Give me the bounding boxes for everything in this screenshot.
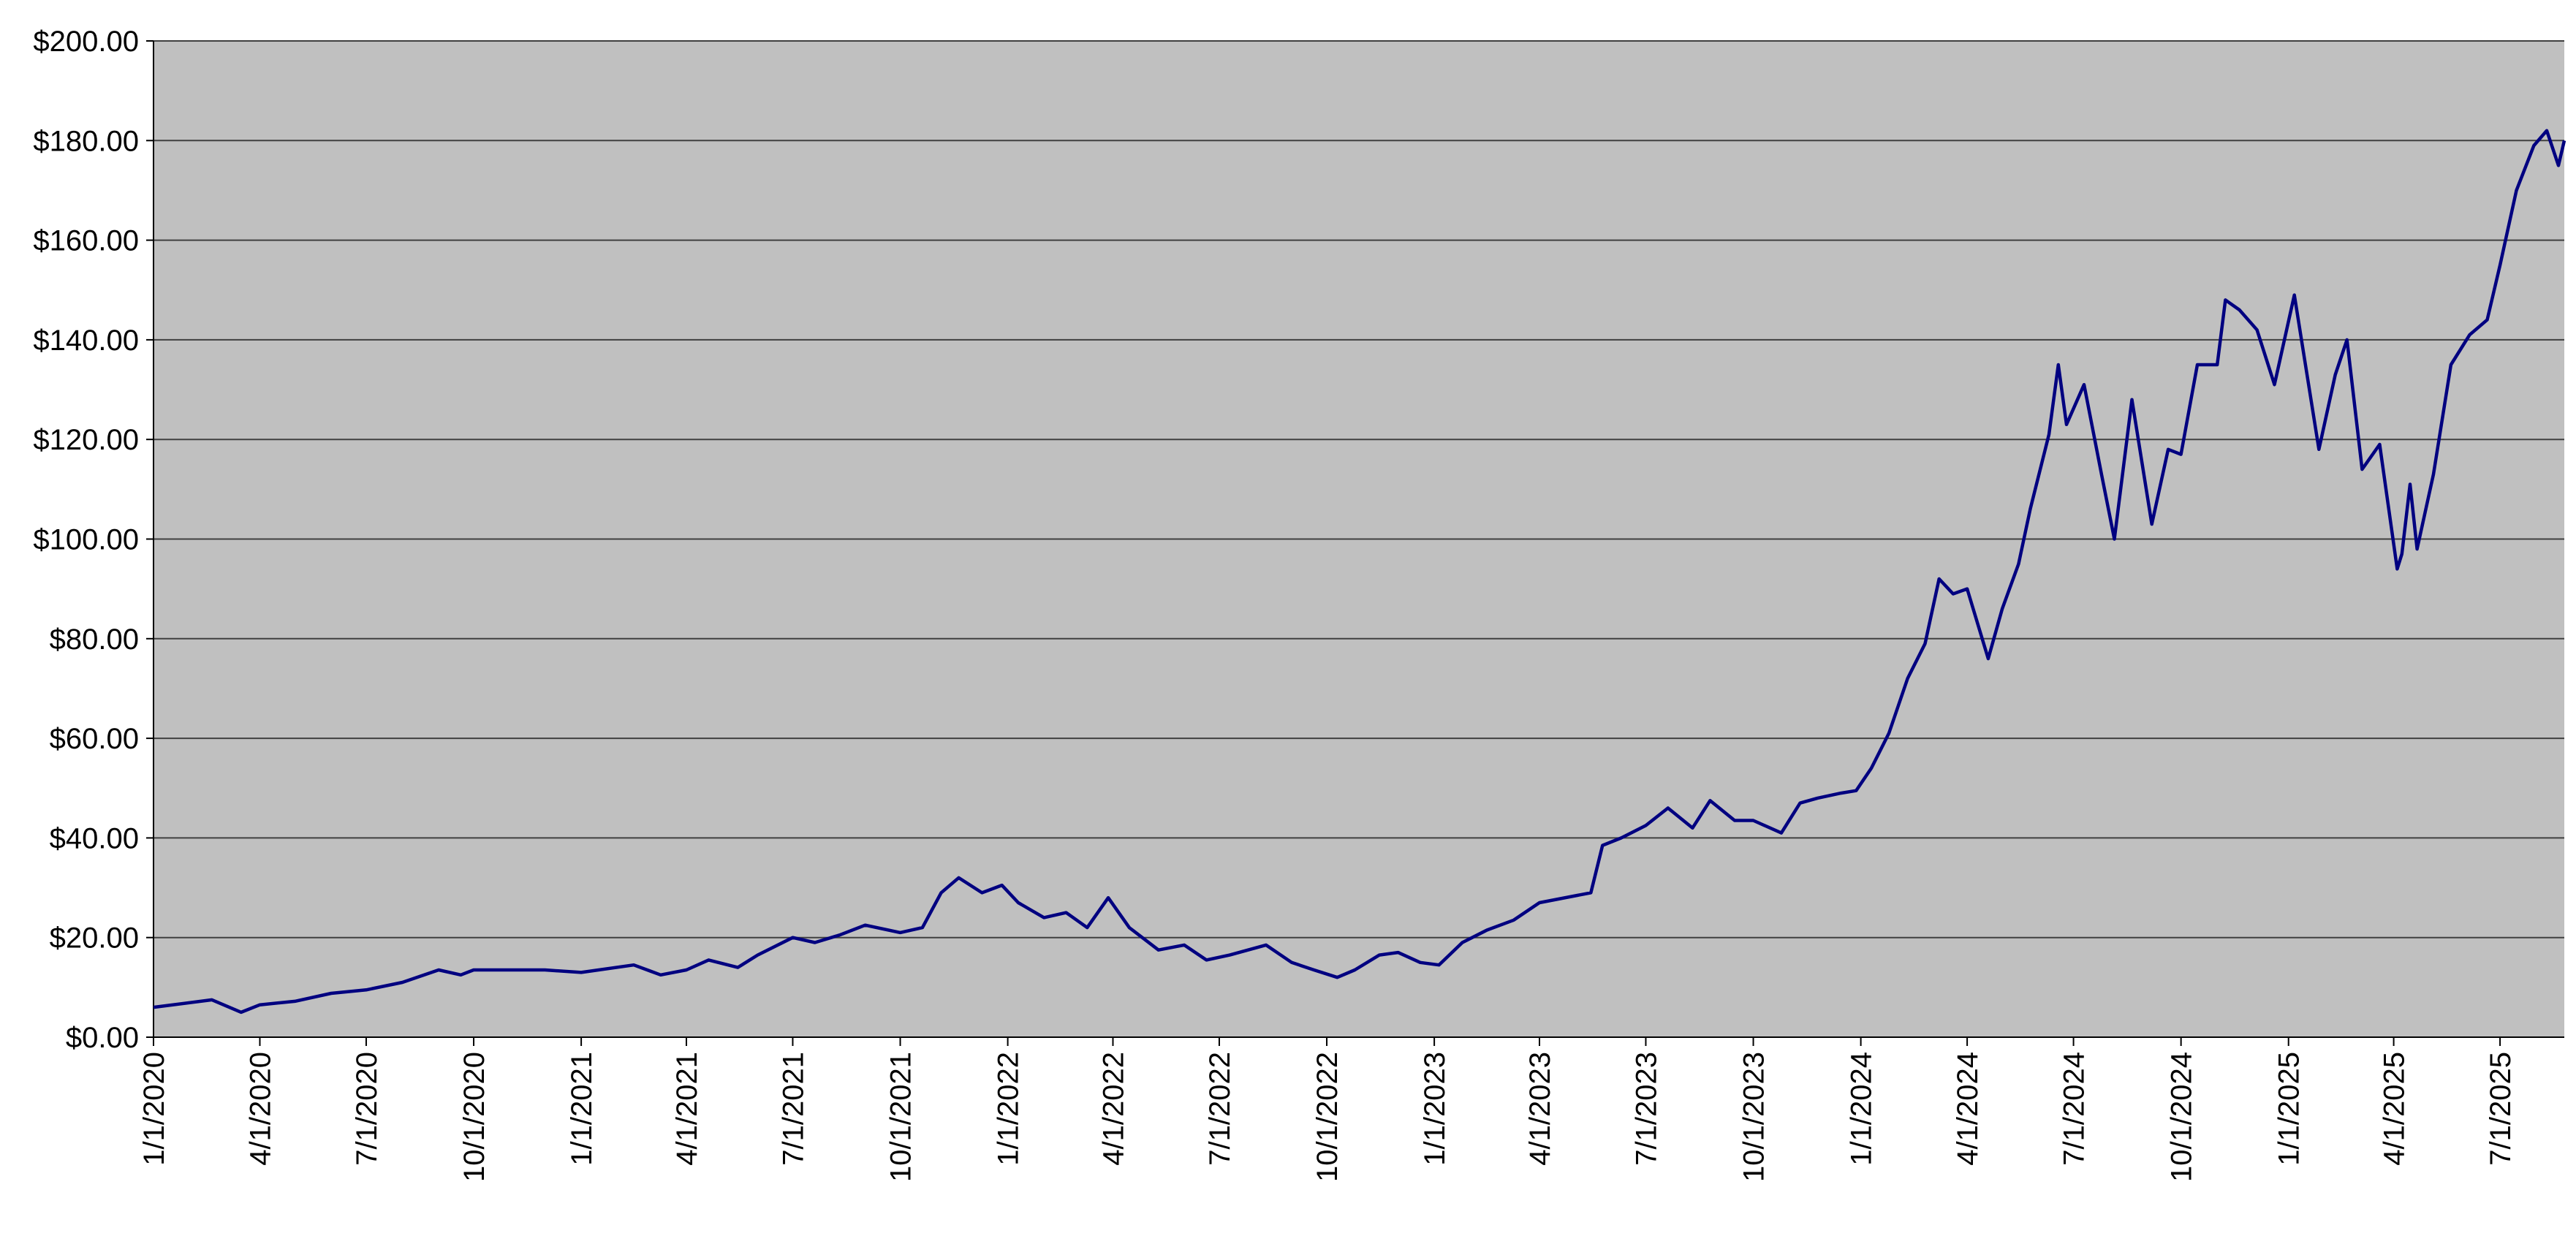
x-tick-label: 4/1/2024 <box>1952 1052 1984 1166</box>
x-tick-label: 1/1/2025 <box>2273 1052 2306 1166</box>
x-tick-label: 4/1/2025 <box>2379 1052 2411 1166</box>
x-tick-label: 4/1/2023 <box>1524 1052 1556 1166</box>
price-line <box>153 129 2566 1015</box>
x-tick-label: 7/1/2021 <box>777 1052 809 1166</box>
x-tick-label: 1/1/2020 <box>138 1052 170 1166</box>
x-tick-label: 1/1/2021 <box>566 1052 598 1166</box>
y-tick-label: $160.00 <box>33 225 139 257</box>
y-tick-label: $100.00 <box>33 524 139 556</box>
x-tick-label: 10/1/2024 <box>2166 1052 2198 1182</box>
x-tick-label: 7/1/2024 <box>2058 1052 2091 1166</box>
y-tick-label: $200.00 <box>33 26 139 58</box>
x-tick-label: 7/1/2025 <box>2485 1052 2517 1166</box>
y-tick-label: $140.00 <box>33 325 139 357</box>
y-tick-label: $40.00 <box>50 822 139 854</box>
x-tick-label: 1/1/2022 <box>993 1052 1025 1166</box>
x-tick-label: 1/1/2024 <box>1846 1052 1878 1166</box>
x-tick-label: 4/1/2021 <box>671 1052 703 1166</box>
y-tick-label: $20.00 <box>50 922 139 955</box>
y-tick-label: $180.00 <box>33 125 139 157</box>
x-tick-label: 10/1/2020 <box>458 1052 490 1182</box>
x-tick-label: 7/1/2023 <box>1630 1052 1662 1166</box>
y-tick-label: $80.00 <box>50 623 139 656</box>
y-tick-label: $120.00 <box>33 424 139 456</box>
x-tick-label: 10/1/2021 <box>885 1052 917 1182</box>
x-tick-label: 1/1/2023 <box>1419 1052 1451 1166</box>
x-tick-label: 10/1/2023 <box>1738 1052 1770 1182</box>
x-tick-label: 7/1/2022 <box>1204 1052 1236 1166</box>
x-tick-label: 4/1/2020 <box>244 1052 276 1166</box>
y-tick-label: $60.00 <box>50 723 139 755</box>
y-tick-label: $0.00 <box>66 1022 139 1054</box>
x-tick-label: 7/1/2020 <box>351 1052 383 1166</box>
x-tick-label: 10/1/2022 <box>1311 1052 1344 1182</box>
x-tick-label: 4/1/2022 <box>1097 1052 1129 1166</box>
